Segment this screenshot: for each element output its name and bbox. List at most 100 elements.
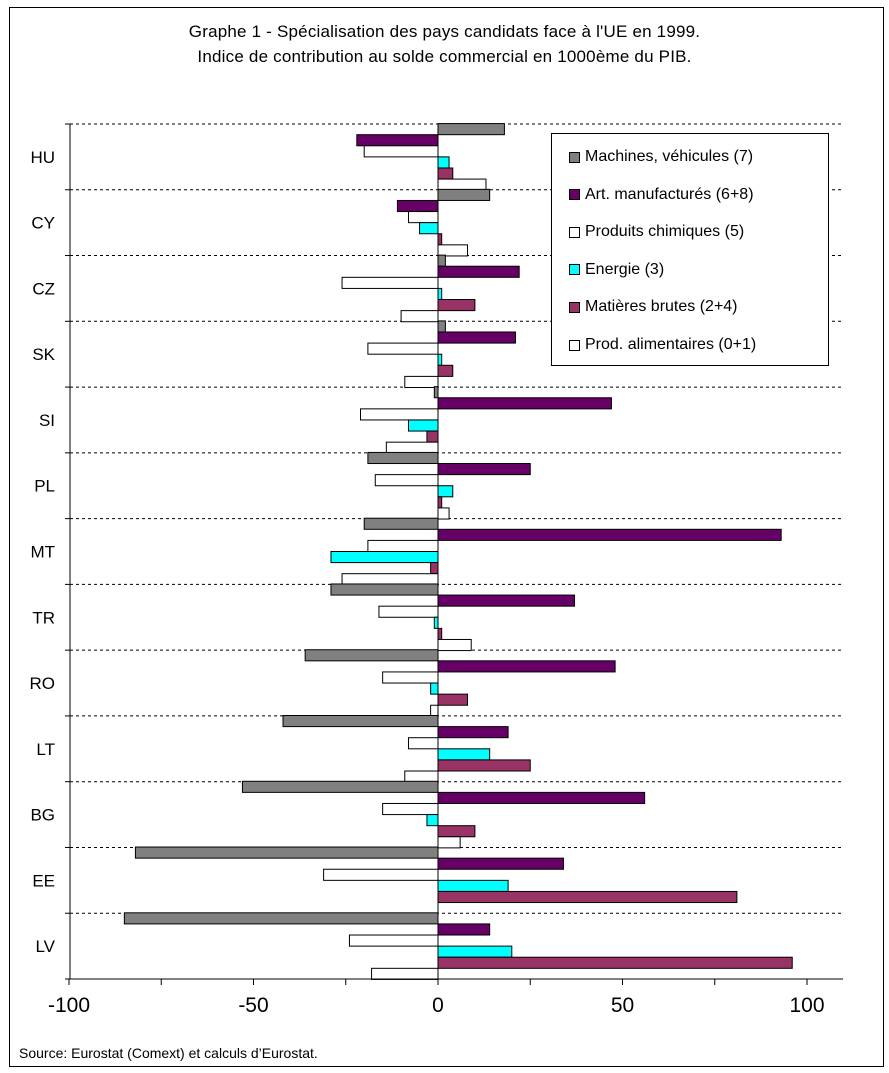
bar-hu-1: [356, 134, 439, 147]
bar-sk-2: [367, 342, 439, 355]
bar-sk-4: [437, 364, 454, 377]
category-label-si: SI: [39, 411, 55, 430]
bar-mt-4: [430, 562, 439, 575]
bar-mt-0: [363, 517, 439, 530]
bar-lt-2: [407, 737, 439, 750]
x-tick-label: -50: [238, 994, 268, 1017]
bar-ee-4: [437, 890, 738, 904]
bar-lv-5: [371, 967, 439, 980]
bar-hu-2: [363, 145, 439, 158]
bar-tr-5: [437, 638, 472, 652]
bar-lv-0: [123, 912, 439, 925]
legend-item: Prod. alimentaires (0+1): [552, 335, 756, 355]
category-label-cy: CY: [31, 214, 55, 233]
bar-cz-3: [437, 287, 443, 301]
category-label-bg: BG: [30, 806, 55, 825]
legend-swatch: [569, 151, 580, 163]
bar-cz-4: [437, 299, 476, 312]
bar-lt-3: [437, 748, 491, 761]
bar-pl-1: [437, 463, 531, 476]
category-label-hu: HU: [30, 148, 55, 167]
legend-item: Energie (3): [552, 260, 664, 280]
bar-si-5: [385, 441, 439, 454]
bar-ee-3: [437, 879, 509, 892]
bar-bg-3: [426, 814, 439, 827]
bar-lv-4: [437, 956, 793, 969]
bar-hu-0: [437, 123, 505, 136]
legend-label: Energie (3): [585, 260, 665, 278]
category-label-pl: PL: [34, 477, 55, 496]
legend-label: Prod. alimentaires (0+1): [585, 336, 757, 353]
x-tick-label: 0: [432, 994, 444, 1017]
chart-subtitle: Indice de contribution au solde commerci…: [197, 47, 692, 66]
bar-cz-0: [437, 254, 446, 267]
bar-sk-0: [437, 320, 446, 333]
bar-cy-4: [437, 233, 443, 246]
bar-cz-2: [341, 276, 439, 289]
bar-lt-0: [282, 715, 439, 728]
bar-cy-0: [437, 188, 491, 201]
source-note: Source: Eurostat (Comext) et calculs d’E…: [19, 1045, 318, 1061]
bar-bg-5: [437, 836, 461, 849]
category-label-lv: LV: [35, 937, 55, 956]
bar-bg-1: [437, 791, 646, 804]
legend-item: Art. manufacturés (6+8): [552, 185, 754, 205]
legend-swatch: [569, 339, 580, 351]
bar-pl-0: [367, 451, 439, 465]
bar-hu-5: [437, 178, 487, 191]
bar-ro-2: [382, 671, 439, 684]
bar-si-2: [360, 408, 439, 421]
legend-label: Art. manufacturés (6+8): [585, 185, 754, 203]
bar-mt-2: [367, 539, 439, 553]
bar-tr-1: [437, 594, 576, 607]
category-label-tr: TR: [32, 608, 55, 627]
legend-swatch: [569, 189, 580, 201]
bar-ee-2: [323, 868, 439, 881]
x-tick-label: -100: [48, 994, 90, 1017]
bar-ro-1: [437, 660, 616, 673]
bar-hu-3: [437, 156, 450, 169]
legend-item: Matières brutes (2+4): [552, 297, 738, 317]
bar-hu-4: [437, 167, 454, 180]
x-tick-label: 50: [611, 994, 634, 1017]
bar-tr-2: [378, 605, 439, 618]
bar-cy-3: [419, 222, 439, 235]
legend-item: Machines, véhicules (7): [552, 147, 753, 167]
bar-lv-1: [437, 923, 491, 936]
bar-mt-1: [437, 528, 782, 541]
bar-cy-5: [437, 244, 469, 257]
bar-si-3: [407, 419, 439, 432]
bar-si-0: [433, 386, 439, 399]
bar-ro-4: [437, 693, 469, 706]
category-label-mt: MT: [30, 543, 55, 562]
legend-label: Produits chimiques (5): [585, 223, 745, 241]
legend-label: Machines, véhicules (7): [585, 148, 754, 165]
legend-swatch: [569, 301, 580, 313]
category-label-ro: RO: [30, 674, 56, 693]
bar-cy-1: [396, 199, 439, 213]
legend-item: Produits chimiques (5): [552, 222, 744, 242]
legend: Machines, véhicules (7) Art. manufacturés…: [551, 133, 829, 366]
bar-ee-1: [437, 857, 564, 870]
bar-cz-1: [437, 265, 520, 278]
category-label-cz: CZ: [32, 279, 55, 298]
bar-cz-5: [400, 310, 439, 323]
bar-sk-3: [437, 353, 443, 366]
bar-pl-2: [374, 474, 439, 487]
legend-label: Matières brutes (2+4): [585, 298, 738, 316]
bar-lt-4: [437, 759, 531, 772]
legend-swatch: [569, 226, 580, 238]
bar-bg-0: [241, 780, 439, 793]
bar-tr-4: [437, 627, 443, 640]
category-label-sk: SK: [32, 345, 55, 364]
category-label-lt: LT: [36, 740, 55, 759]
bar-ro-0: [304, 649, 439, 662]
bar-mt-5: [341, 573, 439, 586]
bar-mt-3: [330, 551, 439, 564]
bar-lt-1: [437, 726, 509, 739]
bar-ee-0: [134, 846, 439, 859]
bar-bg-2: [382, 802, 439, 816]
bar-cy-2: [407, 211, 439, 224]
bar-lt-5: [404, 770, 439, 783]
